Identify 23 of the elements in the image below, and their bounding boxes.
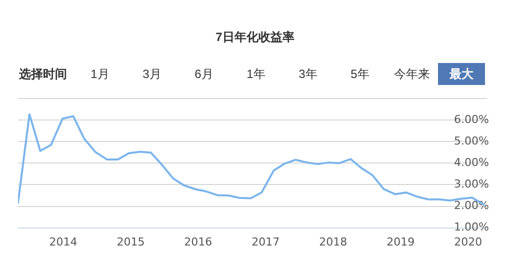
y-tick-label: 6.00% [454,112,489,126]
x-tick-label: 2019 [386,235,415,248]
x-tick-label: 2014 [49,235,78,248]
y-tick-label: 2.00% [454,199,489,212]
text: 1月 [90,66,110,83]
y-tick-label: 4.00% [454,156,489,170]
x-tick-label: 2018 [319,235,348,248]
text: 3年 [298,66,318,83]
text: 今年来 [393,66,431,83]
y-tick-label: 5.00% [454,134,489,148]
y-tick-label: 1.00% [454,220,489,234]
text: 6月 [194,66,214,83]
text: 5年 [350,66,370,83]
text: 1年 [246,66,266,83]
x-tick-label: 2017 [252,235,280,248]
x-tick-label: 2016 [184,235,212,248]
y-tick-label: 3.00% [454,178,489,191]
chart-title: 7日年化收益率 [214,29,296,46]
x-tick-label: 2020 [454,235,482,248]
text: 最大 [438,63,485,85]
x-tick-label: 2015 [116,235,145,248]
text: 3月 [142,66,162,83]
text: 选择时间 [18,66,68,83]
